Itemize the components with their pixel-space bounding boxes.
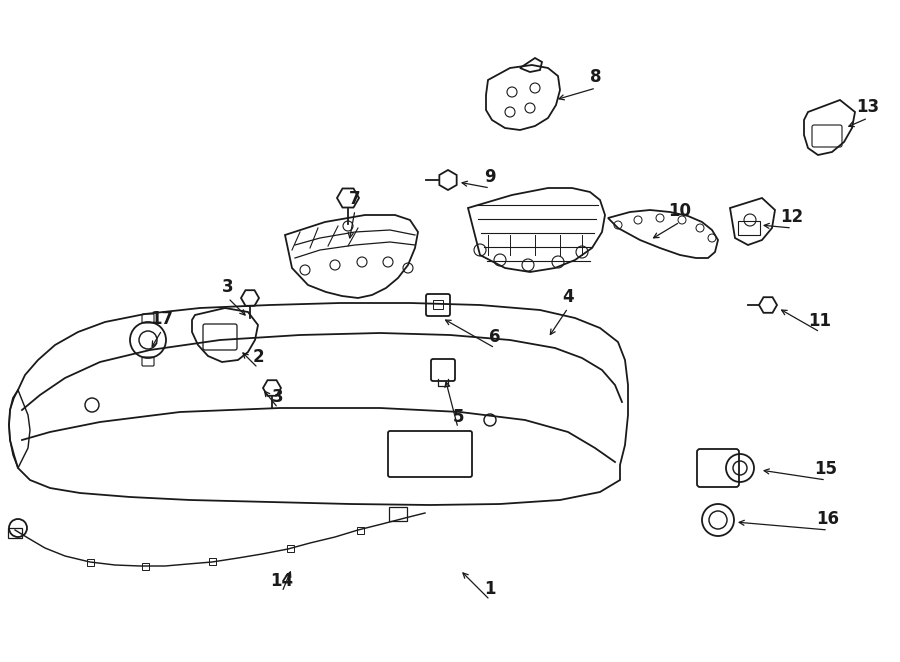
Text: 15: 15 xyxy=(814,460,838,478)
Text: 8: 8 xyxy=(590,68,602,86)
Text: 10: 10 xyxy=(669,202,691,220)
Text: 7: 7 xyxy=(349,190,361,208)
Text: 12: 12 xyxy=(780,208,804,226)
Text: 16: 16 xyxy=(816,510,840,528)
Bar xyxy=(738,221,760,235)
Text: 11: 11 xyxy=(808,312,832,330)
Text: 1: 1 xyxy=(484,580,496,598)
Text: 4: 4 xyxy=(562,288,574,306)
Text: 3: 3 xyxy=(272,388,284,406)
Text: 9: 9 xyxy=(484,168,496,186)
Text: 6: 6 xyxy=(490,328,500,346)
Text: 2: 2 xyxy=(252,348,264,366)
Bar xyxy=(433,300,443,309)
Bar xyxy=(357,527,364,534)
Bar xyxy=(287,545,294,552)
Text: 14: 14 xyxy=(270,572,293,590)
Bar xyxy=(209,558,216,565)
Text: 17: 17 xyxy=(150,310,174,328)
Text: 3: 3 xyxy=(222,278,234,296)
Bar xyxy=(87,559,94,566)
Bar xyxy=(8,528,22,538)
Bar xyxy=(142,563,149,570)
Text: 13: 13 xyxy=(857,98,879,116)
Text: 5: 5 xyxy=(452,408,464,426)
